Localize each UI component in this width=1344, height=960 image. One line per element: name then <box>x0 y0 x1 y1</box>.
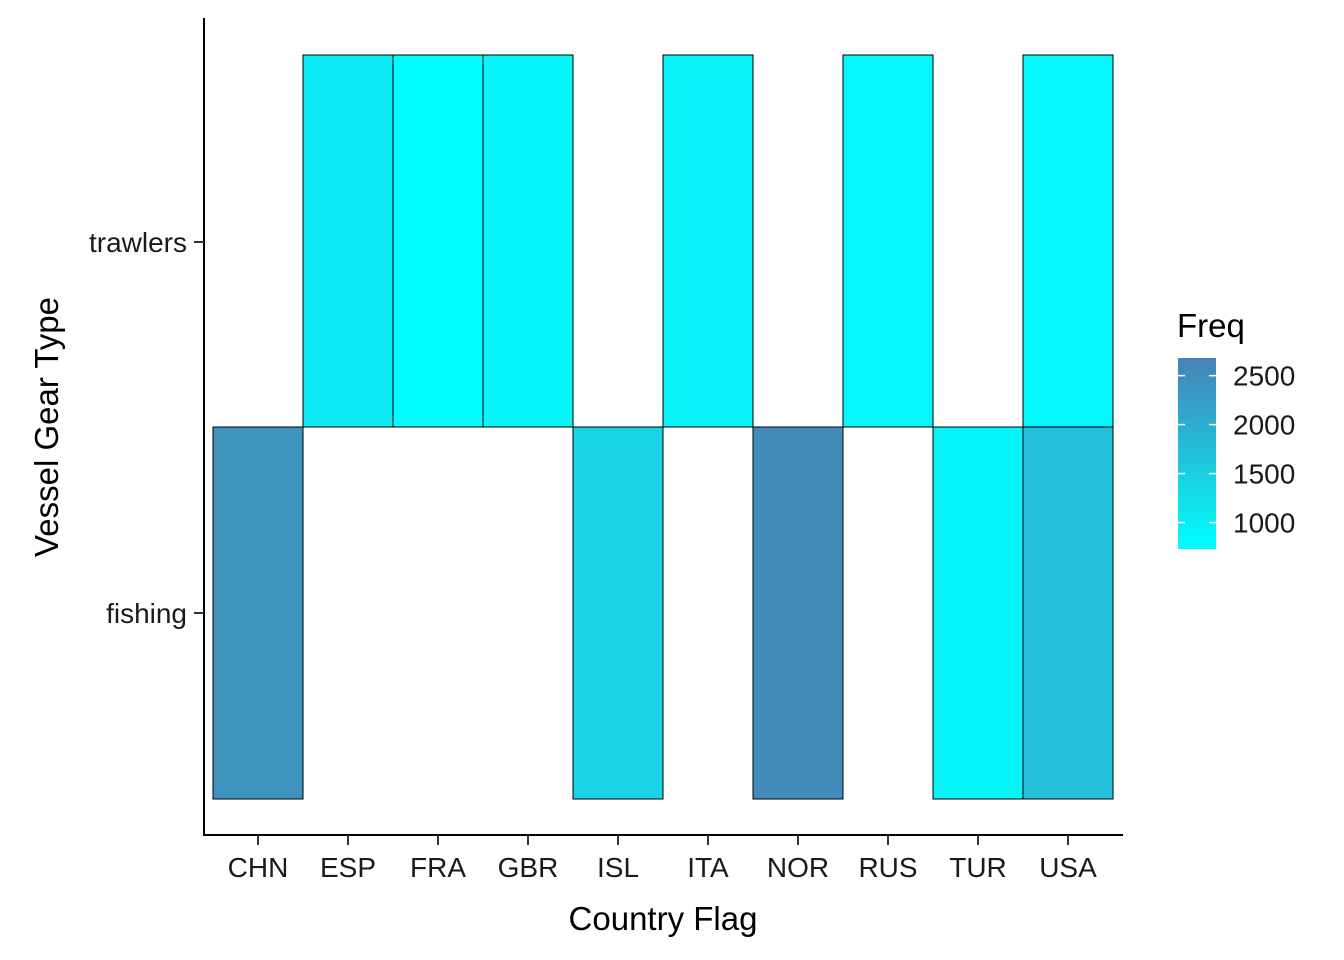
heatmap-cell-usa-fishing <box>1022 426 1114 800</box>
x-tick-label-ita: ITA <box>687 852 729 883</box>
x-tick-label-chn: CHN <box>228 852 289 883</box>
x-tick-label-fra: FRA <box>410 852 466 883</box>
legend-tick-label: 1500 <box>1233 459 1295 490</box>
legend-ticks: 2500 2000 1500 1000 <box>1178 361 1295 539</box>
heatmap-cell-usa-trawlers <box>1022 54 1114 428</box>
y-axis-title: Vessel Gear Type <box>28 297 65 557</box>
heatmap-cell-nor-fishing <box>752 426 844 800</box>
heatmap-cell-ita-trawlers <box>662 54 754 428</box>
legend-colorbar <box>1178 358 1216 549</box>
legend-title: Freq <box>1177 307 1245 344</box>
heatmap-cell-esp-trawlers <box>302 54 394 428</box>
x-tick-label-nor: NOR <box>767 852 829 883</box>
x-tick-label-isl: ISL <box>597 852 639 883</box>
legend-tick-label: 2000 <box>1233 410 1295 441</box>
x-tick-label-gbr: GBR <box>498 852 559 883</box>
heatmap-cells <box>212 54 1114 800</box>
heatmap-cell-isl-fishing <box>572 426 664 800</box>
x-tick-label-rus: RUS <box>858 852 917 883</box>
x-axis-title: Country Flag <box>569 900 758 937</box>
x-tick-label-tur: TUR <box>949 852 1007 883</box>
heatmap-cell-rus-trawlers <box>842 54 934 428</box>
y-tick-label-trawlers: trawlers <box>89 227 187 258</box>
legend: Freq 2500 2000 1500 1000 <box>1177 307 1295 549</box>
heatmap-cell-gbr-trawlers <box>482 54 574 428</box>
legend-tick-label: 1000 <box>1233 508 1295 539</box>
heatmap-cell-chn-fishing <box>212 426 304 800</box>
y-tick-label-fishing: fishing <box>106 598 187 629</box>
legend-tick-label: 2500 <box>1233 361 1295 392</box>
y-ticks: fishing trawlers <box>89 227 204 629</box>
x-ticks: CHN ESP FRA GBR ISL ITA NOR RUS TUR USA <box>228 835 1097 883</box>
heatmap-cell-fra-trawlers <box>392 54 484 428</box>
x-tick-label-esp: ESP <box>320 852 376 883</box>
x-tick-label-usa: USA <box>1039 852 1097 883</box>
heatmap-cell-tur-fishing <box>932 426 1024 800</box>
